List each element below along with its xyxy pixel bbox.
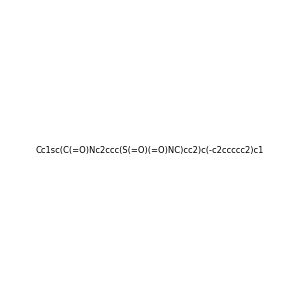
Text: Cc1sc(C(=O)Nc2ccc(S(=O)(=O)NC)cc2)c(-c2ccccc2)c1: Cc1sc(C(=O)Nc2ccc(S(=O)(=O)NC)cc2)c(-c2c… bbox=[36, 146, 264, 154]
